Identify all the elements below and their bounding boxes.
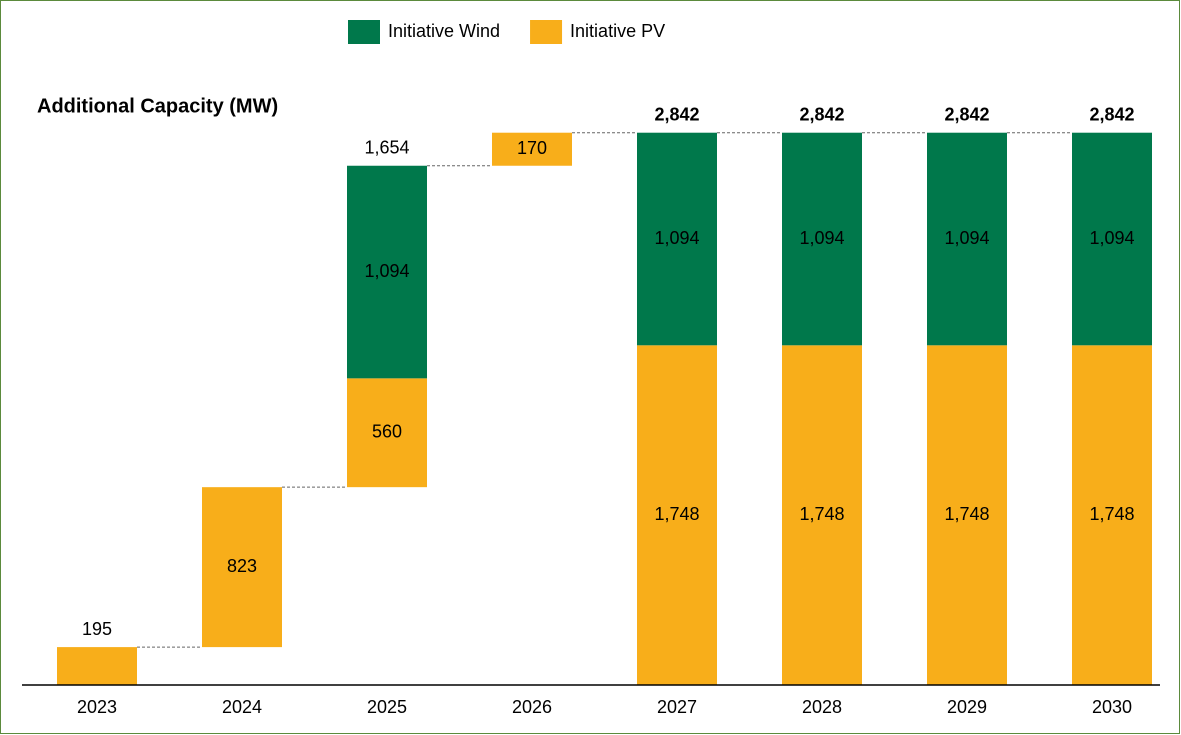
bar-segment — [347, 165, 427, 379]
bar-segment — [57, 647, 137, 685]
x-tick-label: 2023 — [77, 697, 117, 717]
value-label: 1,094 — [799, 228, 844, 248]
value-label: 1,748 — [799, 504, 844, 524]
bar-segment — [782, 132, 862, 346]
value-label: 1,094 — [654, 228, 699, 248]
bar-segment — [347, 378, 427, 488]
value-label: 823 — [227, 556, 257, 576]
legend-swatch — [530, 20, 563, 44]
value-label: 1,094 — [364, 261, 409, 281]
bar-segment — [927, 132, 1007, 346]
legend-label: Initiative Wind — [388, 21, 500, 41]
bar-segment — [927, 345, 1007, 685]
total-label: 2,842 — [1089, 104, 1134, 124]
x-tick-label: 2025 — [367, 697, 407, 717]
chart-title: Additional Capacity (MW) — [37, 95, 278, 117]
x-tick-label: 2026 — [512, 697, 552, 717]
legend-swatch — [348, 20, 380, 44]
bar-segment — [782, 345, 862, 685]
legend-label: Initiative PV — [570, 21, 665, 41]
total-label: 2,842 — [654, 104, 699, 124]
x-tick-label: 2028 — [802, 697, 842, 717]
bar-segment — [1072, 345, 1152, 685]
value-label: 1,748 — [654, 504, 699, 524]
bar-segment — [637, 132, 717, 346]
value-label: 1,748 — [944, 504, 989, 524]
value-label: 170 — [517, 138, 547, 158]
bar-segment — [202, 487, 282, 648]
bar-segment — [1072, 132, 1152, 346]
value-label: 1,748 — [1089, 504, 1134, 524]
bar-segment — [492, 132, 572, 166]
x-tick-label: 2030 — [1092, 697, 1132, 717]
bar-segment — [637, 345, 717, 685]
total-label: 195 — [82, 619, 112, 639]
x-tick-label: 2027 — [657, 697, 697, 717]
x-tick-label: 2024 — [222, 697, 262, 717]
x-tick-label: 2029 — [947, 697, 987, 717]
total-label: 2,842 — [944, 104, 989, 124]
value-label: 1,094 — [944, 228, 989, 248]
value-label: 1,094 — [1089, 228, 1134, 248]
value-label: 560 — [372, 422, 402, 442]
total-label: 2,842 — [799, 104, 844, 124]
total-label: 1,654 — [364, 137, 409, 157]
